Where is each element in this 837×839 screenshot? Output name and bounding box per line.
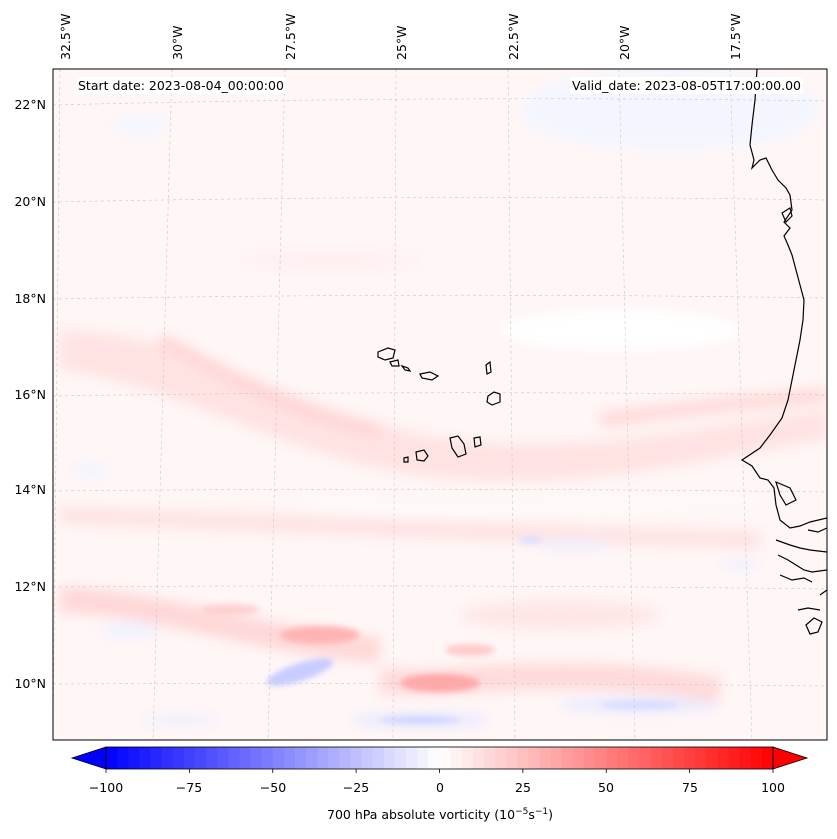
colorbar-segment bbox=[283, 747, 296, 769]
lat-label-16n: 16°N bbox=[14, 387, 46, 402]
colorbar-segments bbox=[106, 747, 774, 769]
colorbar-segment bbox=[383, 747, 396, 769]
valid-date-label: Valid_date: 2023-08-05T17:00:00.00 bbox=[569, 77, 803, 94]
colorbar-segment bbox=[561, 747, 574, 769]
colorbar-segment bbox=[328, 747, 341, 769]
colorbar-segment bbox=[684, 747, 696, 769]
lon-label-30w: 30°W bbox=[170, 25, 185, 60]
colorbar-segment bbox=[228, 747, 240, 769]
colorbar-segment bbox=[450, 747, 463, 769]
colorbar-segment bbox=[261, 747, 274, 769]
lon-label-27-5w: 27.5°W bbox=[283, 13, 298, 60]
colorbar-tick-label: −50 bbox=[259, 780, 287, 795]
colorbar-segment bbox=[639, 747, 652, 769]
colorbar-segment bbox=[250, 747, 263, 769]
colorbar-tick-label: 50 bbox=[598, 780, 614, 795]
colorbar-segment bbox=[495, 747, 507, 769]
cape-verde-islands bbox=[377, 347, 501, 463]
colorbar-segment bbox=[206, 747, 218, 769]
gridlines bbox=[53, 69, 827, 740]
lat-label-20n: 20°N bbox=[14, 194, 46, 209]
colorbar-segment bbox=[739, 747, 752, 769]
colorbar-tick-label: −75 bbox=[175, 780, 203, 795]
lat-label-10n: 10°N bbox=[14, 676, 46, 691]
colorbar-max-extend-arrow bbox=[772, 746, 809, 770]
colorbar-min-extend-arrow bbox=[70, 746, 107, 770]
colorbar-segment bbox=[406, 747, 418, 769]
colorbar-segment bbox=[172, 747, 185, 769]
colorbar-tick-label: 100 bbox=[761, 780, 785, 795]
colorbar-segment bbox=[139, 747, 152, 769]
colorbar-segment bbox=[650, 747, 663, 769]
colorbar-segment bbox=[239, 747, 252, 769]
colorbar-segment bbox=[317, 747, 329, 769]
colorbar-segment bbox=[161, 747, 174, 769]
colorbar-segment bbox=[128, 747, 140, 769]
colorbar-tick-label: 0 bbox=[436, 780, 444, 795]
colorbar-segment bbox=[506, 747, 518, 769]
colorbar-segment bbox=[428, 747, 441, 769]
colorbar-segment bbox=[706, 747, 719, 769]
lon-label-32-5w: 32.5°W bbox=[58, 13, 73, 60]
lon-label-22-5w: 22.5°W bbox=[506, 13, 521, 60]
colorbar-segment bbox=[528, 747, 541, 769]
vorticity-field bbox=[53, 69, 827, 740]
colorbar-segment bbox=[617, 747, 630, 769]
colorbar-segment bbox=[106, 747, 118, 769]
colorbar-segment bbox=[395, 747, 407, 769]
lon-label-17-5w: 17.5°W bbox=[728, 13, 743, 60]
colorbar-segment bbox=[606, 747, 618, 769]
lat-label-18n: 18°N bbox=[14, 291, 46, 306]
colorbar-tick-label: 75 bbox=[682, 780, 698, 795]
lat-label-12n: 12°N bbox=[14, 579, 46, 594]
lat-label-14n: 14°N bbox=[14, 482, 46, 497]
colorbar-segment bbox=[672, 747, 685, 769]
colorbar-tick-label: −100 bbox=[88, 780, 124, 795]
colorbar bbox=[70, 746, 809, 773]
colorbar-segment bbox=[217, 747, 229, 769]
colorbar-segment bbox=[372, 747, 385, 769]
colorbar-segment bbox=[761, 747, 774, 769]
coastline bbox=[740, 69, 827, 635]
colorbar-segment bbox=[339, 747, 352, 769]
colorbar-tick-label: 25 bbox=[515, 780, 531, 795]
colorbar-label: 700 hPa absolute vorticity (10−5s−1) bbox=[326, 807, 554, 823]
colorbar-segment bbox=[661, 747, 674, 769]
colorbar-segment bbox=[517, 747, 530, 769]
colorbar-segment bbox=[117, 747, 129, 769]
colorbar-segment bbox=[584, 747, 596, 769]
map-frame bbox=[52, 68, 828, 741]
colorbar-segment bbox=[750, 747, 763, 769]
colorbar-segment bbox=[272, 747, 285, 769]
colorbar-segment bbox=[695, 747, 707, 769]
colorbar-segment bbox=[361, 747, 374, 769]
start-date-label: Start date: 2023-08-04_00:00:00 bbox=[76, 77, 286, 94]
colorbar-segment bbox=[306, 747, 318, 769]
colorbar-tick-label: −25 bbox=[342, 780, 370, 795]
lon-label-25w: 25°W bbox=[394, 25, 409, 60]
colorbar-segment bbox=[717, 747, 730, 769]
lat-label-22n: 22°N bbox=[14, 97, 46, 112]
colorbar-segment bbox=[350, 747, 363, 769]
colorbar-segment bbox=[461, 747, 474, 769]
colorbar-segment bbox=[472, 747, 485, 769]
colorbar-segment bbox=[595, 747, 607, 769]
colorbar-segment bbox=[483, 747, 496, 769]
colorbar-segment bbox=[728, 747, 741, 769]
colorbar-segment bbox=[417, 747, 429, 769]
colorbar-segment bbox=[150, 747, 163, 769]
colorbar-segment bbox=[439, 747, 452, 769]
colorbar-segment bbox=[294, 747, 307, 769]
colorbar-segment bbox=[539, 747, 552, 769]
colorbar-segment bbox=[183, 747, 196, 769]
colorbar-segment bbox=[572, 747, 585, 769]
colorbar-segment bbox=[194, 747, 207, 769]
colorbar-segment bbox=[628, 747, 641, 769]
lon-label-20w: 20°W bbox=[617, 25, 632, 60]
colorbar-segment bbox=[550, 747, 563, 769]
